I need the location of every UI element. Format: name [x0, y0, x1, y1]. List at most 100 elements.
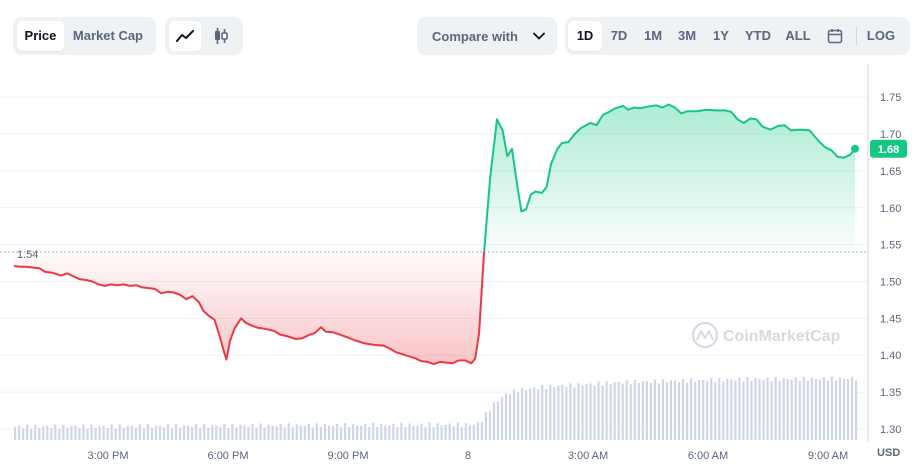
log-scale-toggle[interactable]: LOG — [866, 28, 896, 43]
volume-bar — [335, 423, 339, 440]
volume-bar — [380, 423, 383, 440]
volume-bar — [545, 389, 548, 440]
volume-bar — [126, 425, 129, 440]
volume-bar — [356, 425, 359, 440]
volume-bar — [62, 424, 65, 440]
volume-bar — [573, 387, 576, 440]
y-tick-label: 1.30 — [880, 424, 901, 436]
volume-bar — [46, 425, 49, 440]
volume-bar — [790, 379, 793, 440]
watermark-text: CoinMarketCap — [723, 328, 841, 345]
current-price-value: 1.68 — [878, 144, 899, 156]
x-tick-label: 9:00 AM — [808, 450, 848, 462]
volume-bar — [122, 427, 125, 440]
volume-bar — [166, 424, 170, 440]
volume-bar — [782, 378, 785, 440]
x-axis-labels: 3:00 PM 6:00 PM 9:00 PM 8 3:00 AM 6:00 AM 9:00… — [88, 450, 849, 462]
volume-bar — [360, 425, 363, 440]
volume-bar — [557, 385, 560, 440]
y-tick-label: 1.40 — [880, 350, 901, 362]
volume-bar — [448, 423, 451, 440]
price-line-up — [483, 103, 856, 252]
volume-bar — [637, 383, 640, 440]
volume-bar — [58, 428, 61, 440]
volume-bar — [565, 387, 568, 440]
range-1d[interactable]: 1D — [568, 21, 602, 51]
volume-bar — [66, 427, 69, 440]
y-tick-label: 1.65 — [880, 166, 901, 178]
volume-bar — [191, 427, 194, 440]
current-price-badge: 1.68 — [870, 139, 907, 158]
volume-bar — [343, 423, 347, 440]
price-line — [13, 103, 856, 366]
compare-with-label: Compare with — [432, 28, 518, 44]
volume-bar — [311, 427, 314, 440]
calendar-icon — [827, 29, 843, 44]
volume-bar — [78, 428, 81, 440]
volume-bar — [392, 423, 395, 440]
candlestick-button[interactable] — [205, 21, 237, 51]
range-ytd[interactable]: YTD — [745, 28, 771, 43]
volume-bar — [90, 424, 93, 440]
y-tick-label: 1.50 — [880, 276, 901, 288]
volume-bar — [38, 427, 41, 440]
volume-bar — [372, 422, 375, 440]
volume-bar — [259, 423, 262, 440]
volume-bar — [625, 380, 628, 440]
volume-bar — [673, 380, 677, 440]
volume-bar — [657, 383, 661, 440]
volume-bar — [82, 424, 85, 440]
volume-bar — [74, 425, 77, 440]
volume-bar — [541, 385, 544, 440]
volume-bar — [661, 379, 665, 440]
volume-bar — [798, 381, 801, 440]
price-marketcap-toggle: Price Market Cap — [13, 17, 156, 55]
volume-bars — [14, 376, 858, 440]
volume-bar — [476, 422, 479, 440]
volume-bar — [810, 377, 813, 440]
chart-mode-toggle — [165, 17, 243, 55]
volume-bar — [577, 383, 580, 440]
volume-bar — [404, 426, 407, 440]
volume-bar — [146, 424, 149, 440]
line-chart-button[interactable] — [169, 21, 201, 51]
tab-market-cap[interactable]: Market Cap — [72, 28, 143, 43]
volume-bar — [420, 423, 423, 440]
volume-bar — [408, 423, 411, 440]
volume-bar — [533, 387, 536, 440]
volume-bar — [436, 423, 439, 440]
volume-bar — [855, 380, 858, 440]
x-tick-label: 3:00 AM — [568, 450, 608, 462]
volume-bar — [251, 423, 254, 440]
volume-bar — [428, 422, 431, 440]
volume-bar — [629, 384, 632, 440]
range-7d[interactable]: 7D — [610, 28, 628, 43]
volume-bar — [231, 423, 234, 440]
volume-bar — [822, 377, 826, 440]
x-tick-label: 6:00 PM — [208, 450, 249, 462]
range-1m[interactable]: 1M — [643, 28, 663, 43]
volume-bar — [178, 427, 182, 440]
range-1y[interactable]: 1Y — [713, 28, 729, 43]
volume-bar — [368, 427, 371, 440]
volume-bar — [195, 424, 198, 440]
range-3m[interactable]: 3M — [677, 28, 697, 43]
volume-bar — [26, 424, 29, 440]
volume-bar — [299, 425, 302, 440]
volume-bar — [352, 423, 355, 440]
volume-bar — [786, 379, 789, 440]
volume-bar — [263, 427, 266, 440]
volume-bar — [758, 379, 761, 440]
tab-price[interactable]: Price — [17, 21, 64, 51]
volume-bar — [766, 377, 769, 440]
volume-bar — [605, 381, 608, 440]
date-range-button[interactable] — [818, 21, 852, 51]
range-all[interactable]: ALL — [785, 28, 811, 43]
volume-bar — [464, 423, 467, 440]
volume-bar — [106, 427, 109, 440]
volume-bar — [18, 425, 21, 440]
volume-bar — [645, 381, 648, 440]
volume-bar — [778, 380, 781, 440]
compare-with-dropdown[interactable]: Compare with — [417, 17, 557, 55]
